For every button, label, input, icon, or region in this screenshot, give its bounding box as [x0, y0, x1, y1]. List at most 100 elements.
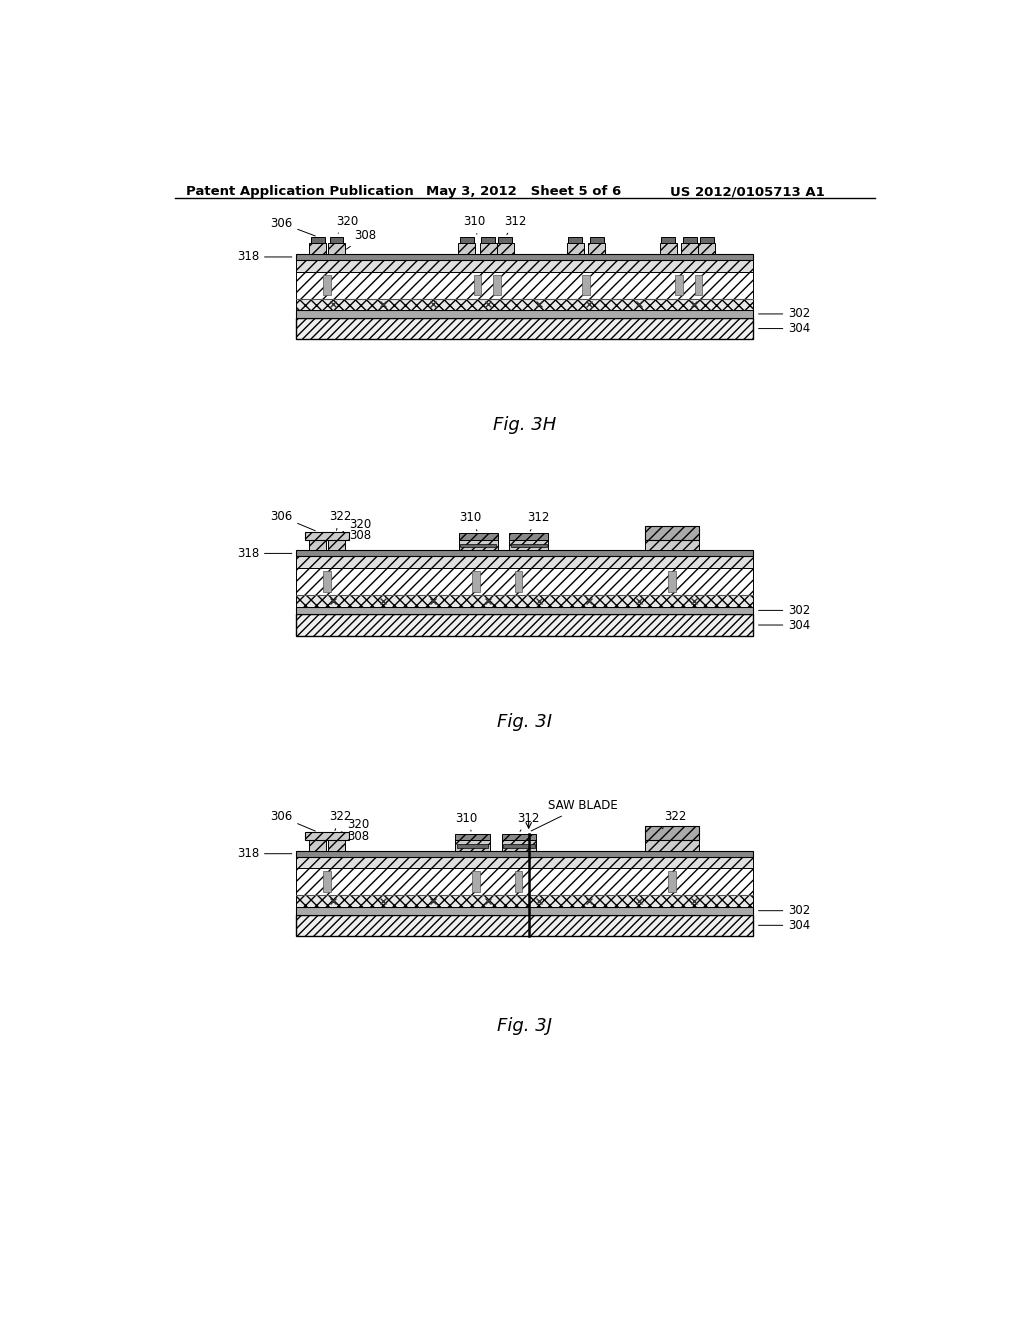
Bar — [659, 243, 677, 253]
Text: 310: 310 — [463, 215, 485, 234]
Bar — [324, 275, 331, 296]
Bar — [296, 607, 754, 614]
Bar — [457, 845, 488, 847]
Bar — [330, 238, 343, 243]
Bar — [309, 243, 327, 253]
Bar — [568, 238, 583, 243]
Bar — [566, 243, 584, 253]
Text: 308: 308 — [342, 829, 370, 846]
Bar — [305, 832, 349, 840]
Text: 304: 304 — [759, 322, 811, 335]
Text: Fig. 3H: Fig. 3H — [494, 416, 556, 434]
Bar — [455, 840, 489, 850]
Bar — [645, 525, 699, 540]
Bar — [296, 895, 754, 907]
Bar — [311, 834, 325, 840]
Text: 302: 302 — [759, 308, 811, 321]
Bar — [493, 275, 501, 296]
Text: 310: 310 — [459, 511, 481, 531]
Bar — [645, 840, 699, 850]
Bar — [461, 544, 496, 548]
Text: SAW BLADE: SAW BLADE — [531, 799, 617, 830]
Bar — [324, 572, 331, 591]
Bar — [309, 540, 327, 550]
Text: 312: 312 — [504, 215, 526, 235]
Text: 310: 310 — [455, 812, 477, 832]
Bar — [296, 310, 754, 318]
Bar — [694, 275, 702, 296]
Bar — [458, 243, 475, 253]
Text: 312: 312 — [517, 812, 540, 832]
Bar — [296, 272, 754, 298]
Bar — [499, 238, 512, 243]
Bar — [590, 238, 604, 243]
Bar — [645, 826, 699, 840]
Bar — [330, 533, 343, 540]
Text: 322: 322 — [329, 810, 351, 830]
Bar — [324, 871, 331, 892]
Text: 302: 302 — [759, 603, 811, 616]
Bar — [669, 572, 676, 591]
Text: 320: 320 — [343, 517, 371, 532]
Bar — [503, 845, 535, 847]
Text: 308: 308 — [343, 529, 371, 545]
Bar — [296, 907, 754, 915]
Bar — [328, 840, 345, 850]
Bar — [296, 614, 754, 636]
Bar — [511, 544, 547, 548]
Bar — [296, 260, 754, 272]
Text: 304: 304 — [759, 919, 811, 932]
Bar — [589, 243, 605, 253]
Bar — [472, 871, 480, 892]
Text: 320: 320 — [341, 818, 370, 832]
Bar — [675, 275, 683, 296]
Bar — [455, 834, 489, 840]
Bar — [459, 540, 498, 550]
Bar — [296, 557, 754, 568]
Text: 312: 312 — [527, 511, 550, 531]
Text: 322: 322 — [329, 510, 351, 531]
Bar — [480, 243, 497, 253]
Text: Fig. 3J: Fig. 3J — [498, 1016, 552, 1035]
Bar — [509, 533, 548, 540]
Text: 302: 302 — [759, 904, 811, 917]
Bar — [515, 871, 522, 892]
Bar — [460, 238, 474, 243]
Text: Patent Application Publication: Patent Application Publication — [186, 185, 414, 198]
Text: 318: 318 — [237, 251, 292, 264]
Bar — [328, 243, 345, 253]
Bar — [296, 915, 754, 936]
Bar — [296, 253, 754, 260]
Text: 304: 304 — [759, 619, 811, 631]
Bar — [296, 595, 754, 607]
Bar — [328, 540, 345, 550]
Bar — [311, 238, 325, 243]
Text: 306: 306 — [270, 216, 315, 236]
Bar — [662, 238, 675, 243]
Text: 306: 306 — [270, 810, 315, 832]
Text: 320: 320 — [337, 215, 358, 234]
Bar — [296, 298, 754, 310]
Bar — [296, 550, 754, 557]
Bar — [700, 238, 714, 243]
Bar — [296, 318, 754, 339]
Text: 318: 318 — [237, 546, 292, 560]
Text: US 2012/0105713 A1: US 2012/0105713 A1 — [671, 185, 825, 198]
Bar — [309, 840, 327, 850]
Bar — [583, 275, 590, 296]
Text: May 3, 2012   Sheet 5 of 6: May 3, 2012 Sheet 5 of 6 — [426, 185, 622, 198]
Text: 322: 322 — [663, 810, 687, 829]
Bar — [509, 540, 548, 550]
Bar — [305, 532, 349, 540]
Bar — [472, 572, 480, 591]
Bar — [645, 540, 699, 550]
Text: Fig. 3I: Fig. 3I — [498, 713, 552, 731]
Bar — [296, 857, 754, 869]
Bar — [698, 243, 716, 253]
Bar — [296, 850, 754, 857]
Bar — [502, 840, 537, 850]
Text: 318: 318 — [237, 847, 292, 861]
Text: 308: 308 — [346, 228, 377, 249]
Bar — [296, 568, 754, 595]
Bar — [459, 533, 498, 540]
